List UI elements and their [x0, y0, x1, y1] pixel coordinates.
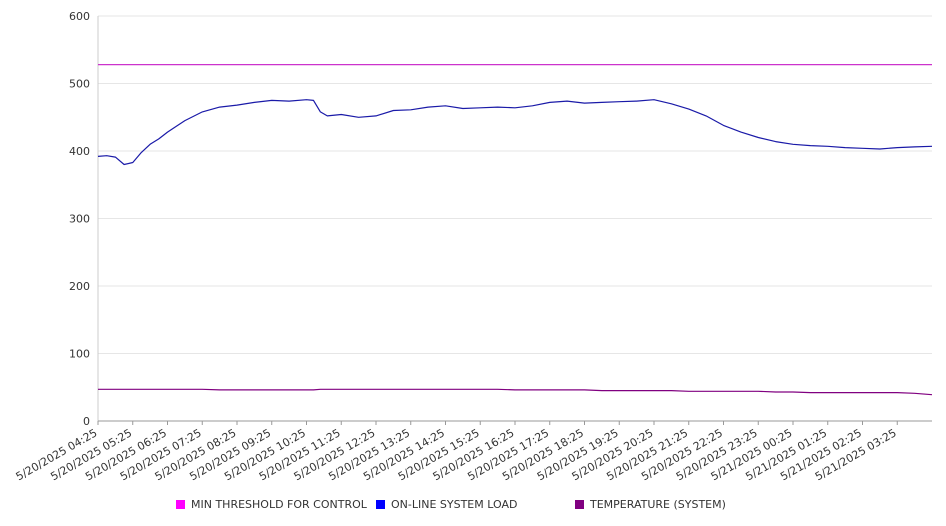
y-tick-label: 200	[69, 280, 90, 293]
x-axis-ticks: 5/20/2025 04:255/20/2025 05:255/20/2025 …	[14, 421, 899, 483]
y-tick-label: 0	[83, 415, 90, 428]
y-tick-label: 600	[69, 10, 90, 23]
legend-label-system-load: ON-LINE SYSTEM LOAD	[391, 498, 518, 511]
series-line-temperature	[98, 388, 933, 396]
grid-lines	[98, 15, 932, 354]
legend: MIN THRESHOLD FOR CONTROL ON-LINE SYSTEM…	[0, 498, 946, 516]
y-tick-label: 400	[69, 145, 90, 158]
legend-swatch-temperature	[575, 500, 584, 509]
legend-label-temperature: TEMPERATURE (SYSTEM)	[590, 498, 726, 511]
y-tick-label: 100	[69, 348, 90, 361]
y-axis-ticks: 0 100 200 300 400 500 600	[69, 10, 90, 428]
legend-item-system-load[interactable]: ON-LINE SYSTEM LOAD	[376, 498, 517, 511]
legend-swatch-min-threshold	[176, 500, 185, 509]
legend-label-min-threshold: MIN THRESHOLD FOR CONTROL	[191, 498, 367, 511]
legend-swatch-system-load	[376, 500, 385, 509]
y-tick-label: 500	[69, 78, 90, 91]
series-lines	[97, 63, 933, 396]
y-tick-label: 300	[69, 213, 90, 226]
legend-item-temperature[interactable]: TEMPERATURE (SYSTEM)	[575, 498, 726, 511]
legend-item-min-threshold[interactable]: MIN THRESHOLD FOR CONTROL	[176, 498, 367, 511]
series-line-system-load	[97, 99, 933, 166]
